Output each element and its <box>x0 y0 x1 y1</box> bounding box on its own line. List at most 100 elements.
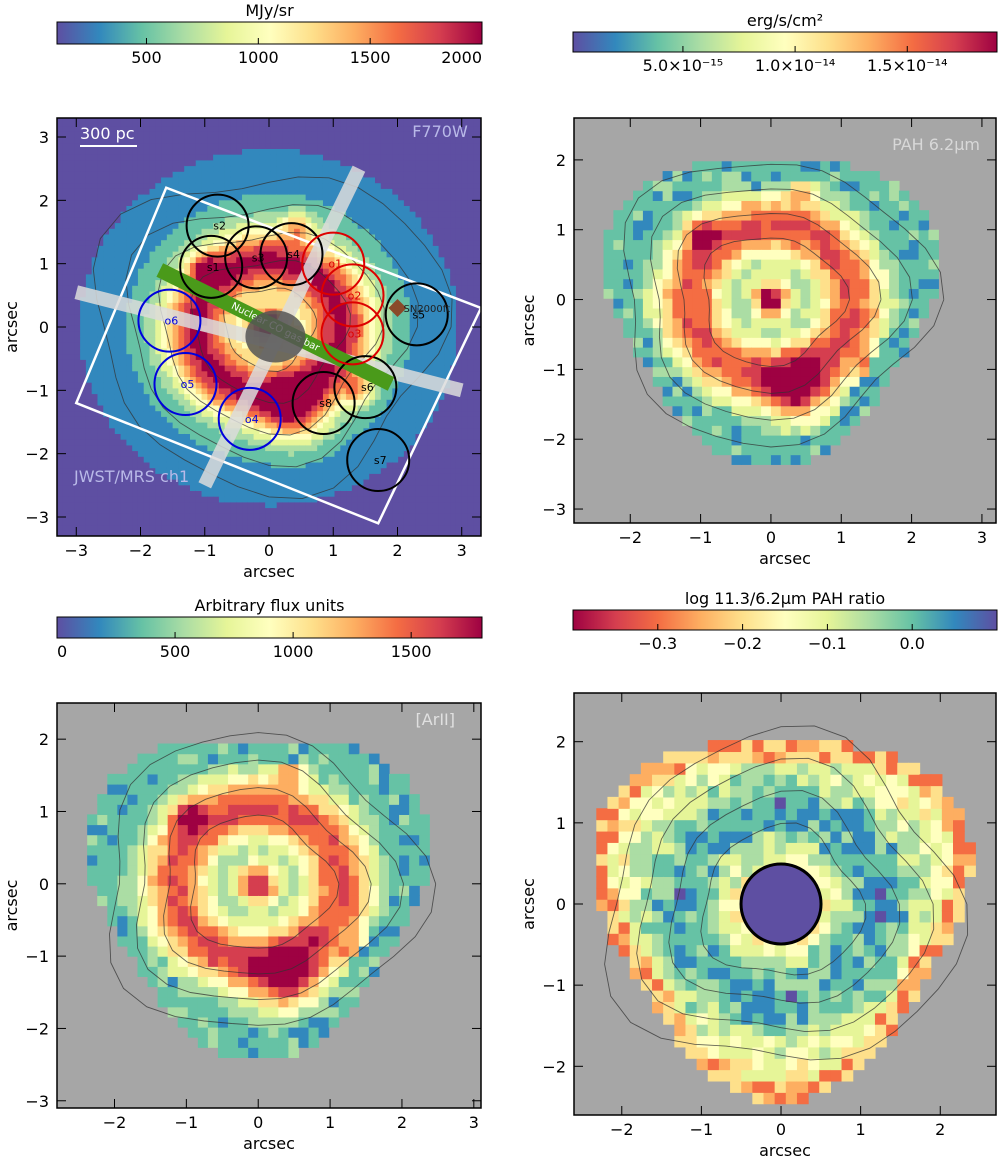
map-pixel <box>317 370 324 377</box>
map-pixel <box>305 159 312 167</box>
map-pixel <box>438 336 445 343</box>
map-pixel <box>432 159 440 167</box>
map-pixel <box>213 422 220 429</box>
map-pixel <box>299 365 307 372</box>
map-pixel <box>178 347 185 355</box>
map-pixel <box>218 308 226 315</box>
map-pixel <box>282 387 289 395</box>
map-pixel <box>103 222 110 229</box>
map-pixel <box>178 450 185 457</box>
map-pixel <box>334 530 341 536</box>
map-pixel <box>392 142 399 149</box>
map-pixel <box>299 404 307 412</box>
map-pixel <box>357 302 365 309</box>
map-pixel <box>432 216 440 224</box>
map-pixel <box>427 228 434 235</box>
map-pixel <box>207 182 214 189</box>
map-pixel <box>398 467 405 474</box>
map-pixel <box>143 239 151 246</box>
map-pixel <box>438 125 445 132</box>
map-pixel <box>143 410 151 417</box>
map-pixel <box>85 325 93 332</box>
map-pixel <box>386 182 393 189</box>
map-pixel <box>178 148 185 155</box>
map-pixel <box>340 399 347 406</box>
map-pixel <box>253 142 260 149</box>
map-pixel <box>363 507 370 514</box>
map-pixel <box>189 171 197 178</box>
map-pixel <box>322 182 330 189</box>
map-pixel <box>432 342 440 349</box>
map-pixel <box>126 137 133 144</box>
map-pixel <box>438 319 445 326</box>
map-pixel <box>155 513 162 520</box>
map-pixel <box>386 233 393 241</box>
map-pixel <box>340 382 347 389</box>
map-pixel <box>172 359 180 366</box>
map-pixel <box>155 382 162 389</box>
map-pixel <box>103 513 110 520</box>
map-pixel <box>305 205 312 212</box>
map-pixel <box>398 444 405 452</box>
map-pixel <box>224 233 232 241</box>
map-pixel <box>178 199 185 206</box>
map-pixel <box>317 205 324 212</box>
map-pixel <box>201 159 208 167</box>
map-pixel <box>242 273 249 281</box>
map-pixel <box>270 137 278 144</box>
map-pixel <box>103 262 110 269</box>
map-pixel <box>386 387 393 395</box>
map-pixel <box>166 251 174 258</box>
map-pixel <box>438 302 445 309</box>
map-pixel <box>432 467 440 474</box>
map-pixel <box>276 359 284 366</box>
map-pixel <box>218 285 226 292</box>
map-pixel <box>386 313 393 320</box>
map-pixel <box>403 279 411 286</box>
map-pixel <box>224 416 232 423</box>
map-pixel <box>155 376 162 383</box>
map-pixel <box>166 427 174 434</box>
map-pixel <box>178 370 185 377</box>
map-pixel <box>224 262 232 269</box>
map-pixel <box>357 376 365 383</box>
map-pixel <box>137 319 145 326</box>
map-pixel <box>132 387 139 395</box>
map-pixel <box>282 370 289 377</box>
map-pixel <box>380 444 388 452</box>
map-pixel <box>409 131 417 138</box>
map-pixel <box>351 484 359 491</box>
map-pixel <box>126 439 133 446</box>
map-pixel <box>137 205 145 212</box>
map-pixel <box>317 393 324 400</box>
map-pixel <box>184 422 191 429</box>
map-pixel <box>57 376 64 383</box>
map-pixel <box>195 302 203 309</box>
map-pixel <box>207 422 214 429</box>
map-pixel <box>398 171 405 178</box>
map-pixel <box>421 148 428 155</box>
map-pixel <box>85 342 93 349</box>
map-pixel <box>207 404 214 412</box>
map-pixel <box>80 228 87 235</box>
map-pixel <box>427 222 434 229</box>
map-pixel <box>328 399 336 406</box>
map-pixel <box>375 142 382 149</box>
map-pixel <box>68 251 75 258</box>
map-pixel <box>270 387 278 395</box>
map-pixel <box>427 194 434 201</box>
map-pixel <box>409 524 417 531</box>
map-pixel <box>178 171 185 178</box>
map-pixel <box>195 518 203 526</box>
map-pixel <box>137 256 145 263</box>
map-pixel <box>161 473 168 480</box>
map-pixel <box>166 142 174 149</box>
map-pixel <box>103 365 110 372</box>
map-pixel <box>236 513 243 520</box>
map-pixel <box>143 433 151 440</box>
map-pixel <box>322 194 330 201</box>
map-pixel <box>288 142 295 149</box>
map-pixel <box>386 188 393 195</box>
map-pixel <box>62 154 70 161</box>
map-pixel <box>294 148 301 155</box>
